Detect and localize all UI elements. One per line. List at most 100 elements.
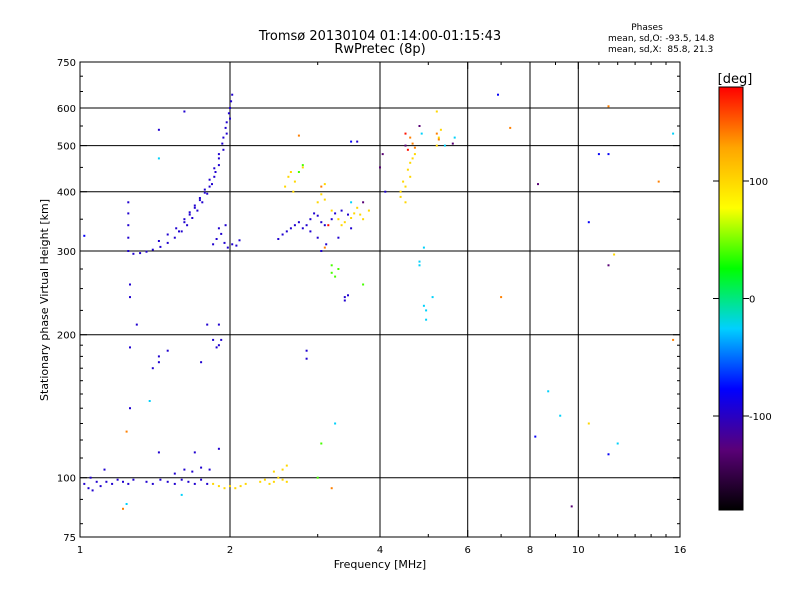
data-point [672,338,675,341]
data-point [343,299,346,302]
colorbar-label: [deg] [718,72,753,87]
data-points [83,93,675,510]
data-point [157,355,160,358]
colorbar: [deg] 100 0 -100 [713,72,772,511]
data-point [320,442,323,445]
data-point [297,134,300,137]
data-point [356,206,359,209]
data-point [151,248,154,251]
data-point [226,246,229,249]
data-point [325,243,328,246]
data-point [178,230,180,233]
colorbar-scale [718,86,744,511]
data-point [175,227,178,230]
data-point [186,224,189,227]
data-point [301,166,304,169]
data-point [337,236,340,239]
x-tick-label: 8 [527,545,533,556]
data-point [425,318,428,321]
data-point [125,430,128,433]
data-point [343,296,346,299]
data-point [201,201,204,204]
data-point [399,190,402,193]
y-tick-label: 500 [57,142,76,153]
stats-line-x: mean, sd,X: 85.8, 21.3 [608,45,713,55]
data-point [316,201,319,204]
x-axis-label: Frequency [MHz] [334,558,426,571]
data-point [214,171,217,173]
data-point [404,132,407,135]
data-point [309,218,312,221]
data-point [301,227,304,230]
data-point [208,178,211,181]
data-point [347,294,349,297]
data-point [193,451,196,454]
data-point [309,230,312,233]
data-point [157,451,160,454]
data-point [422,246,425,249]
data-point [500,296,503,299]
data-point [537,183,539,186]
data-point [151,367,154,370]
data-point [132,252,135,255]
data-point [277,476,280,479]
data-point [187,480,190,483]
data-point [183,218,186,221]
chart-title: Tromsø 20130104 01:14:00-01:15:43 [258,29,501,44]
data-point [343,221,346,224]
data-point [217,485,220,488]
data-point [356,140,359,143]
data-point [384,190,387,193]
data-point [151,482,154,485]
data-point [193,482,196,485]
data-point [83,234,86,237]
data-point [337,268,340,270]
data-point [422,304,425,307]
data-point [404,185,407,188]
data-point [362,283,365,286]
stats-line-o: mean, sd,O: -93.5, 14.8 [608,34,715,44]
data-point [570,505,573,508]
data-point [173,236,176,239]
x-tick-label: 2 [227,545,233,556]
data-point [89,476,92,479]
data-point [350,217,353,219]
data-point [122,480,124,483]
data-point [435,132,438,135]
data-point [277,238,280,240]
data-point [409,175,412,178]
data-point [129,283,131,286]
data-point [323,246,326,249]
data-point [200,361,203,364]
stats-heading: Phases [631,23,663,33]
data-point [229,485,231,488]
data-point [297,171,300,173]
data-point [334,275,337,278]
data-point [157,240,160,242]
data-point [222,148,225,151]
data-point [217,164,220,167]
data-point [217,447,220,450]
y-axis-label: Stationary phase Virtual Height [km] [38,199,51,401]
data-point [227,112,230,115]
data-point [418,125,421,127]
data-point [127,236,130,239]
data-point [289,171,292,173]
data-point [263,478,266,481]
data-point [198,197,201,199]
data-point [353,212,356,215]
data-point [413,153,416,156]
data-point [402,180,405,183]
data-point [350,140,353,143]
data-point [293,224,296,227]
data-point [597,153,600,156]
data-point [83,482,86,485]
data-point [188,211,191,214]
data-point [404,144,407,147]
data-point [122,507,124,510]
data-point [225,132,228,135]
data-point [435,144,438,147]
data-point [166,241,169,244]
data-point [191,217,194,219]
data-point [281,478,284,481]
